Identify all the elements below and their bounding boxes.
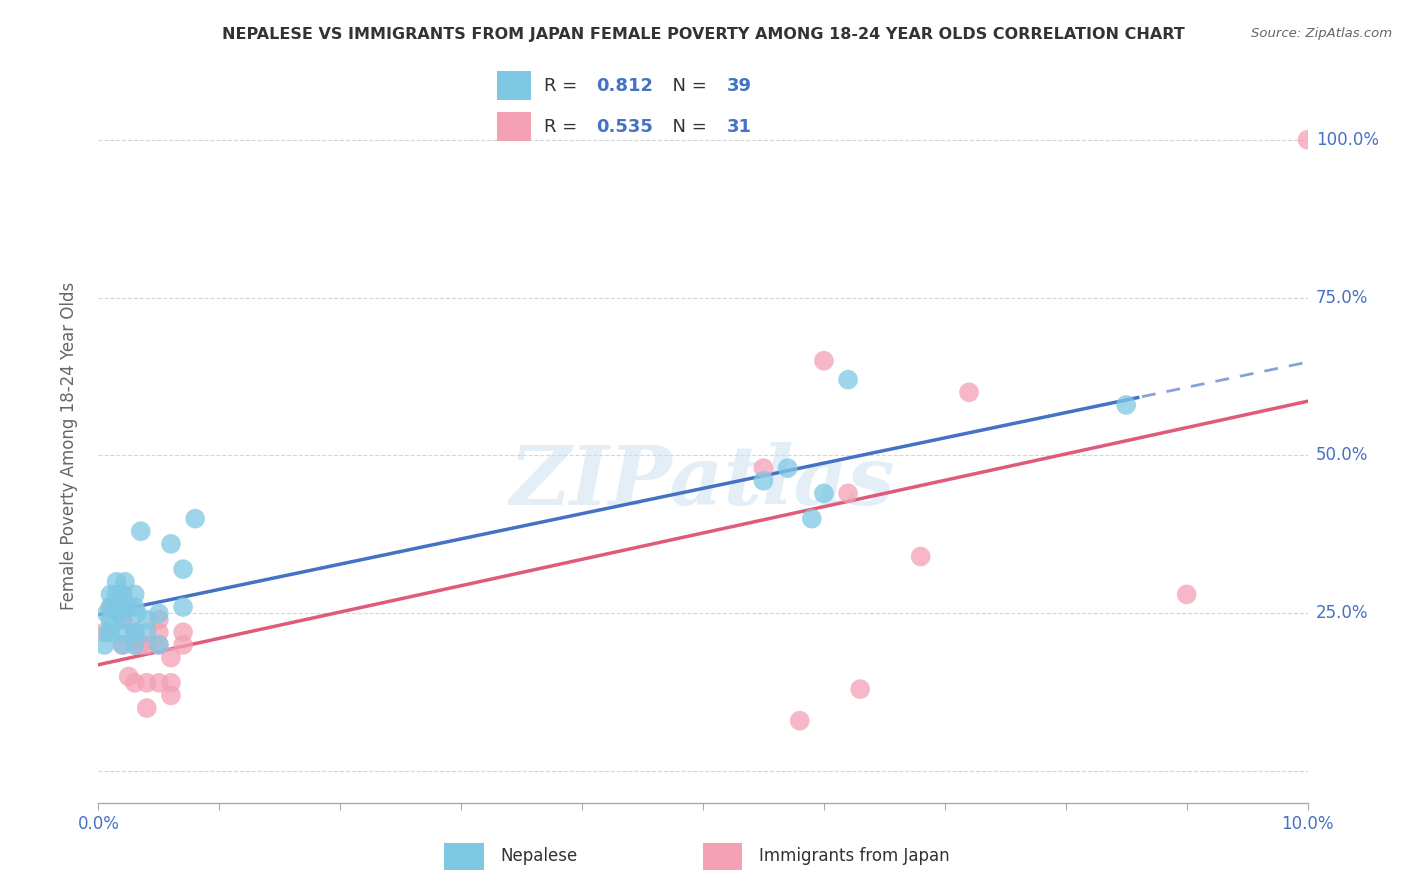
Point — [184, 511, 207, 525]
Text: Source: ZipAtlas.com: Source: ZipAtlas.com — [1251, 27, 1392, 40]
Point — [172, 638, 194, 652]
Point — [135, 701, 157, 715]
Point — [111, 613, 134, 627]
Point — [148, 613, 170, 627]
Bar — [444, 843, 484, 870]
Point — [127, 607, 149, 621]
Text: NEPALESE VS IMMIGRANTS FROM JAPAN FEMALE POVERTY AMONG 18-24 YEAR OLDS CORRELATI: NEPALESE VS IMMIGRANTS FROM JAPAN FEMALE… — [222, 27, 1184, 42]
Point — [124, 625, 146, 640]
Point — [752, 461, 775, 475]
Point — [172, 600, 194, 615]
Point — [1115, 398, 1137, 412]
Point — [148, 607, 170, 621]
Bar — [498, 71, 531, 100]
Point — [129, 638, 152, 652]
Point — [135, 613, 157, 627]
Point — [108, 607, 131, 621]
Point — [124, 625, 146, 640]
Text: Immigrants from Japan: Immigrants from Japan — [759, 847, 950, 865]
Bar — [703, 843, 742, 870]
Point — [105, 574, 128, 589]
Point — [93, 638, 115, 652]
Point — [100, 625, 122, 640]
Text: 25.0%: 25.0% — [1316, 605, 1368, 623]
Point — [776, 461, 799, 475]
Point — [1296, 133, 1319, 147]
Text: 50.0%: 50.0% — [1316, 447, 1368, 465]
Point — [124, 600, 146, 615]
Point — [111, 638, 134, 652]
Point — [752, 474, 775, 488]
Point — [105, 600, 128, 615]
Point — [837, 373, 859, 387]
Point — [124, 587, 146, 601]
Text: N =: N = — [661, 118, 713, 136]
Text: 0.812: 0.812 — [596, 77, 654, 95]
Point — [105, 587, 128, 601]
Point — [789, 714, 811, 728]
Point — [100, 600, 122, 615]
Point — [910, 549, 932, 564]
Point — [160, 675, 183, 690]
Point — [1175, 587, 1198, 601]
Point — [837, 486, 859, 500]
Point — [160, 689, 183, 703]
Text: Nepalese: Nepalese — [501, 847, 578, 865]
Point — [111, 613, 134, 627]
Point — [957, 385, 980, 400]
Point — [100, 600, 122, 615]
Point — [124, 675, 146, 690]
Point — [93, 625, 115, 640]
Text: N =: N = — [661, 77, 713, 95]
Point — [124, 638, 146, 652]
Bar — [498, 112, 531, 141]
Point — [813, 486, 835, 500]
Point — [800, 511, 823, 525]
Point — [148, 625, 170, 640]
Point — [849, 682, 872, 697]
Point — [96, 607, 118, 621]
Point — [114, 574, 136, 589]
Point — [160, 650, 183, 665]
Point — [124, 638, 146, 652]
Point — [135, 625, 157, 640]
Point — [135, 675, 157, 690]
Text: 100.0%: 100.0% — [1316, 131, 1379, 149]
Point — [111, 600, 134, 615]
Point — [129, 524, 152, 539]
Text: 0.535: 0.535 — [596, 118, 654, 136]
Text: R =: R = — [544, 77, 583, 95]
Point — [135, 638, 157, 652]
Point — [111, 625, 134, 640]
Point — [97, 625, 120, 640]
Point — [813, 353, 835, 368]
Text: 31: 31 — [727, 118, 751, 136]
Point — [100, 587, 122, 601]
Point — [100, 613, 122, 627]
Point — [118, 669, 141, 683]
Point — [111, 587, 134, 601]
Point — [172, 625, 194, 640]
Point — [160, 537, 183, 551]
Text: 75.0%: 75.0% — [1316, 289, 1368, 307]
Point — [172, 562, 194, 576]
Y-axis label: Female Poverty Among 18-24 Year Olds: Female Poverty Among 18-24 Year Olds — [59, 282, 77, 610]
Point — [148, 638, 170, 652]
Point — [111, 587, 134, 601]
Text: R =: R = — [544, 118, 583, 136]
Point — [118, 600, 141, 615]
Point — [148, 638, 170, 652]
Point — [124, 625, 146, 640]
Point — [148, 675, 170, 690]
Text: ZIPatlas: ZIPatlas — [510, 442, 896, 522]
Point — [111, 638, 134, 652]
Text: 39: 39 — [727, 77, 751, 95]
